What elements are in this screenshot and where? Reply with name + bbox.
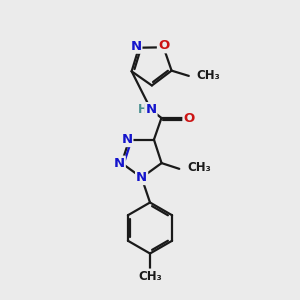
Text: CH₃: CH₃ xyxy=(138,269,162,283)
Text: N: N xyxy=(114,157,125,169)
Text: CH₃: CH₃ xyxy=(196,69,220,82)
Text: N: N xyxy=(146,103,157,116)
Text: N: N xyxy=(130,40,141,53)
Text: O: O xyxy=(158,39,169,52)
Text: N: N xyxy=(136,171,147,184)
Text: N: N xyxy=(121,133,132,146)
Text: H: H xyxy=(138,103,148,116)
Text: CH₃: CH₃ xyxy=(188,161,212,174)
Text: O: O xyxy=(183,112,195,124)
